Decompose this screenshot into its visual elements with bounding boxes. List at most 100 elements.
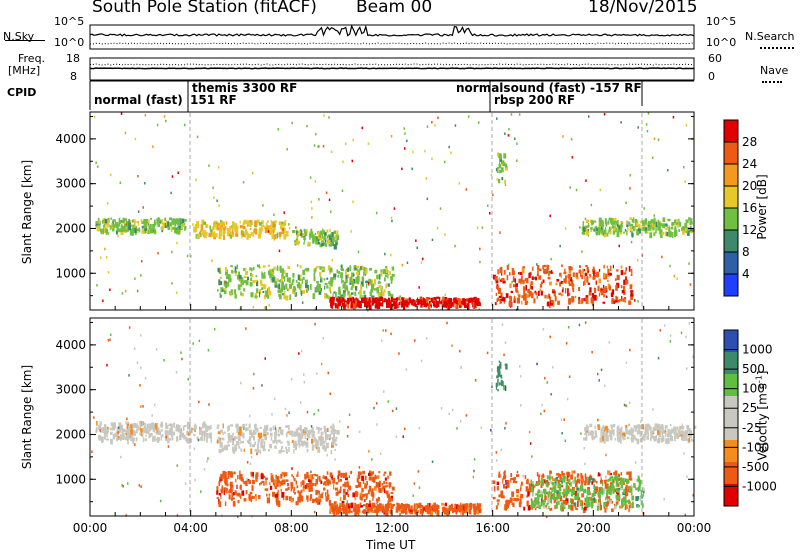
data-cell xyxy=(120,112,123,115)
data-cell xyxy=(598,498,601,503)
data-cell xyxy=(288,223,290,226)
data-cell xyxy=(262,446,265,452)
data-cell xyxy=(351,159,353,163)
data-cell xyxy=(263,306,266,309)
data-cell xyxy=(581,250,583,253)
data-cell xyxy=(365,503,369,506)
data-cell xyxy=(549,470,551,475)
data-cell xyxy=(607,220,610,225)
data-cell xyxy=(509,283,512,289)
data-cell xyxy=(298,443,301,448)
data-cell xyxy=(451,508,454,511)
data-cell xyxy=(581,501,584,508)
data-cell xyxy=(639,496,642,502)
data-cell xyxy=(148,435,151,438)
data-cell xyxy=(341,277,343,284)
data-cell xyxy=(465,188,467,191)
data-cell xyxy=(443,300,447,306)
data-cell xyxy=(407,299,410,302)
data-cell xyxy=(186,430,189,436)
data-cell xyxy=(117,428,120,432)
data-cell xyxy=(219,441,223,448)
data-cell xyxy=(359,266,362,271)
data-cell xyxy=(496,499,500,502)
data-cell xyxy=(546,301,550,307)
data-cell xyxy=(576,478,581,484)
data-cell xyxy=(152,145,154,148)
noise-right-tick-low: 10^0 xyxy=(706,36,737,49)
data-cell xyxy=(371,490,373,494)
data-cell xyxy=(502,476,506,480)
data-cell xyxy=(612,488,615,494)
data-cell xyxy=(171,175,174,178)
data-cell xyxy=(224,478,227,483)
data-cell xyxy=(285,479,289,482)
data-cell xyxy=(613,472,615,476)
data-cell xyxy=(425,337,428,340)
data-cell xyxy=(414,510,417,514)
data-cell xyxy=(269,290,272,296)
data-cell xyxy=(562,473,565,478)
data-cell xyxy=(344,504,346,509)
data-cell xyxy=(220,230,223,237)
data-cell xyxy=(655,227,657,234)
data-cell xyxy=(303,235,306,238)
data-cell xyxy=(216,424,220,427)
data-cell xyxy=(110,333,112,337)
data-cell xyxy=(274,424,276,428)
data-cell xyxy=(335,242,338,245)
data-cell xyxy=(458,509,461,513)
data-cell xyxy=(584,276,586,282)
data-cell xyxy=(330,299,334,303)
data-cell xyxy=(267,230,270,233)
data-cell xyxy=(277,433,281,437)
data-cell xyxy=(390,216,393,220)
data-cell xyxy=(156,123,159,127)
data-cell xyxy=(114,433,117,437)
data-cell xyxy=(129,220,132,223)
data-cell xyxy=(303,237,306,241)
data-cell xyxy=(245,267,247,271)
data-cell xyxy=(503,386,505,391)
data-cell xyxy=(295,280,298,283)
data-cell xyxy=(366,303,369,308)
data-cell xyxy=(597,285,600,292)
data-cell xyxy=(302,290,306,294)
data-cell xyxy=(642,223,645,226)
data-cell xyxy=(324,282,328,286)
data-cell xyxy=(350,280,353,283)
data-cell xyxy=(330,425,332,429)
data-cell xyxy=(509,272,511,276)
data-cell xyxy=(689,283,692,286)
data-cell xyxy=(315,240,318,245)
data-cell xyxy=(350,292,354,295)
data-cell xyxy=(398,296,401,301)
data-cell xyxy=(286,148,288,151)
data-cell xyxy=(314,180,317,183)
data-cell xyxy=(621,426,623,432)
data-cell xyxy=(206,460,208,463)
data-cell xyxy=(306,124,308,128)
data-cell xyxy=(250,277,252,281)
data-cell xyxy=(611,429,615,435)
data-cell xyxy=(364,484,368,489)
data-cell xyxy=(401,297,404,303)
data-cell xyxy=(619,227,623,233)
colorbar-segment xyxy=(724,164,738,186)
data-cell xyxy=(329,506,332,512)
data-cell xyxy=(217,436,220,441)
data-cell xyxy=(404,300,408,305)
data-cell xyxy=(559,282,561,287)
cpid-panel xyxy=(89,80,694,112)
data-cell xyxy=(567,288,569,292)
data-cell xyxy=(553,499,556,504)
data-cell xyxy=(260,220,264,225)
data-cell xyxy=(399,299,401,304)
data-cell xyxy=(401,509,404,514)
data-cell xyxy=(620,472,623,476)
data-cell xyxy=(321,243,325,246)
data-cell xyxy=(332,439,336,445)
data-cell xyxy=(535,291,538,296)
data-cell xyxy=(256,449,260,453)
data-cell xyxy=(606,232,609,237)
